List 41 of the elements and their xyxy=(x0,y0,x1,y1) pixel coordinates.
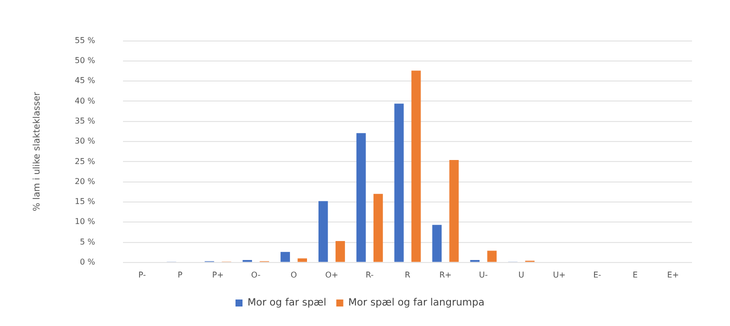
y-tick-label: 55 % xyxy=(74,36,96,45)
x-tick-label: U xyxy=(518,270,524,280)
bar xyxy=(318,201,328,262)
bar xyxy=(411,70,421,262)
x-tick-label: O+ xyxy=(325,270,338,280)
x-tick-label: E- xyxy=(593,270,602,280)
x-tick-label: O xyxy=(290,270,297,280)
bar xyxy=(298,258,308,262)
y-tick-label: 50 % xyxy=(74,56,96,66)
x-tick-label: R xyxy=(404,270,411,280)
x-tick-label: P+ xyxy=(212,270,224,280)
y-tick-label: 45 % xyxy=(74,76,96,86)
x-tick-label: U+ xyxy=(552,270,566,280)
bar xyxy=(432,224,442,262)
x-tick-label: O- xyxy=(251,270,261,280)
bar xyxy=(449,160,459,262)
y-tick-label: 10 % xyxy=(74,217,96,226)
bar xyxy=(394,104,404,262)
bar xyxy=(487,250,497,262)
x-tick-label: R+ xyxy=(439,270,452,280)
y-tick-label: 30 % xyxy=(74,136,96,146)
x-tick-label: E xyxy=(632,270,638,280)
y-tick-label: 0 % xyxy=(80,257,96,266)
legend-label: Mor spæl og far langrumpa xyxy=(348,298,484,309)
bar xyxy=(373,194,383,262)
y-tick-label: 20 % xyxy=(74,176,96,186)
bar xyxy=(356,133,366,262)
y-tick-label: 25 % xyxy=(74,156,96,166)
y-tick-label: 35 % xyxy=(74,116,96,126)
bar xyxy=(280,252,290,262)
y-tick-label: 40 % xyxy=(74,96,96,106)
x-tick-label: U- xyxy=(479,270,488,280)
x-tick-label: R- xyxy=(366,270,374,280)
x-tick-label: E+ xyxy=(667,270,679,280)
x-tick-label: P xyxy=(178,270,183,280)
legend-label: Mor og far spæl xyxy=(248,298,326,309)
y-tick-label: 15 % xyxy=(74,197,96,206)
y-axis-title: % lam i ulike slakteklasser xyxy=(32,92,43,212)
x-tick-label: P- xyxy=(138,270,146,280)
bar xyxy=(336,241,345,262)
y-tick-label: 5 % xyxy=(80,237,96,246)
